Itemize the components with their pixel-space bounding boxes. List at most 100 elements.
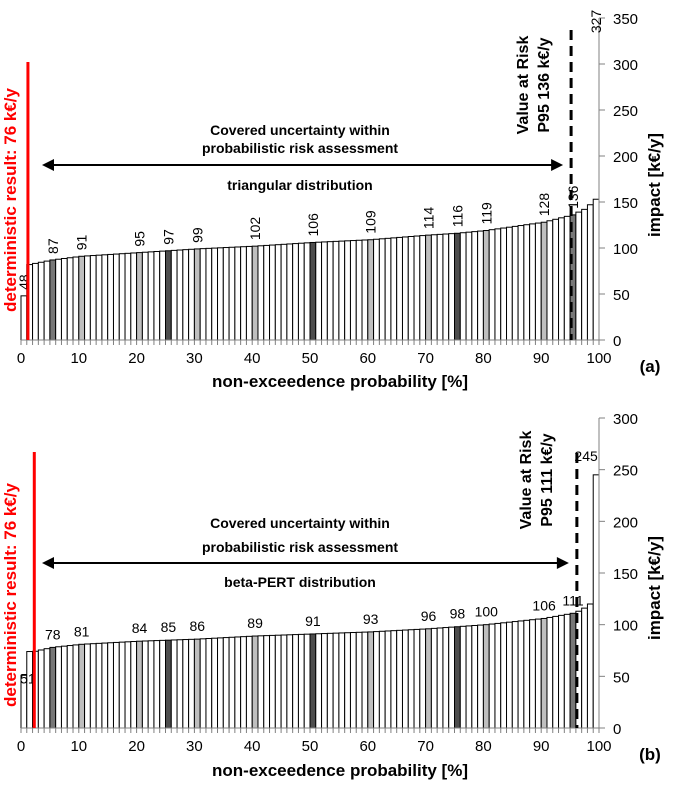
- bar: [419, 235, 427, 341]
- bar: [511, 621, 519, 729]
- bar: [425, 234, 432, 341]
- y-tick-label: 50: [613, 669, 630, 686]
- data-label: 327: [588, 10, 604, 34]
- bar: [367, 239, 375, 341]
- bar: [176, 639, 184, 729]
- bar: [240, 636, 247, 729]
- bar: [136, 252, 143, 341]
- bar: [222, 637, 230, 729]
- bar: [211, 637, 219, 729]
- arrowhead-left-icon: [42, 159, 54, 171]
- arrowhead-right-icon: [556, 557, 569, 569]
- bar: [26, 651, 34, 729]
- bar: [49, 259, 57, 341]
- data-label: 99: [189, 227, 205, 243]
- x-tick-label: 0: [17, 738, 25, 755]
- bar: [269, 634, 276, 729]
- bar: [454, 626, 461, 729]
- x-tick-label: 80: [475, 350, 492, 367]
- bar: [517, 225, 525, 341]
- bar: [575, 211, 583, 341]
- bar: [482, 230, 490, 341]
- arrowhead-right-icon: [551, 159, 564, 171]
- bar: [500, 622, 508, 729]
- data-label: 84: [132, 620, 148, 636]
- bar: [193, 248, 201, 341]
- bar: [430, 234, 438, 341]
- bar: [141, 640, 149, 729]
- bar: [384, 237, 392, 341]
- var-label-line2: P95 136 k€/y: [536, 37, 553, 132]
- bar: [199, 638, 207, 729]
- bar: [563, 215, 571, 341]
- bar: [506, 621, 513, 729]
- var-label-line1: Value at Risk: [518, 431, 535, 530]
- bar: [581, 607, 588, 729]
- bar: [523, 224, 531, 341]
- bar: [592, 474, 600, 729]
- bar: [199, 248, 207, 341]
- bar: [165, 639, 172, 729]
- distribution-label: beta-PERT distribution: [224, 574, 376, 590]
- data-label: 97: [160, 229, 176, 245]
- bar: [245, 635, 253, 729]
- bar: [49, 646, 57, 729]
- bar: [401, 629, 409, 729]
- bar: [165, 250, 172, 341]
- data-label: 128: [536, 193, 552, 217]
- bar: [72, 256, 80, 341]
- bar: [37, 261, 45, 341]
- bar: [407, 236, 415, 341]
- x-tick-label: 90: [533, 738, 550, 755]
- y-axis-title: impact [k€/y]: [645, 133, 664, 237]
- x-tick-label: 70: [417, 350, 434, 367]
- bar: [315, 241, 323, 341]
- y-tick-label: 350: [613, 11, 638, 28]
- bar: [471, 624, 479, 729]
- bar: [130, 641, 138, 729]
- bar: [43, 648, 51, 729]
- bar: [251, 635, 259, 729]
- bar: [558, 217, 565, 341]
- deterministic-label: deterministic result: 76 k€/y: [1, 87, 20, 311]
- x-tick-label: 90: [533, 350, 550, 367]
- x-tick-label: 10: [70, 350, 87, 367]
- y-tick-label: 200: [613, 514, 638, 531]
- deterministic-label: deterministic result: 76 k€/y: [1, 482, 20, 706]
- bar: [66, 645, 74, 729]
- bar: [355, 239, 363, 341]
- x-axis-title: non-exceedence probability [%]: [212, 761, 468, 780]
- bar: [390, 237, 398, 341]
- data-label: 51: [20, 670, 36, 686]
- bar: [442, 627, 450, 729]
- bar: [390, 630, 398, 729]
- x-tick-label: 40: [244, 738, 261, 755]
- bar: [332, 632, 340, 729]
- bar: [124, 641, 132, 729]
- bar: [482, 624, 490, 729]
- panel-label: (a): [640, 357, 661, 376]
- data-label: 78: [45, 626, 61, 642]
- data-label: 119: [478, 202, 494, 225]
- bar: [425, 628, 432, 729]
- data-label: 81: [74, 623, 90, 639]
- var-label-line1: Value at Risk: [515, 36, 532, 135]
- bar: [465, 231, 473, 341]
- bar: [66, 257, 74, 341]
- bar: [89, 643, 97, 729]
- bar: [384, 630, 392, 729]
- bar: [500, 227, 508, 341]
- bar: [459, 625, 467, 729]
- data-label: 95: [131, 231, 147, 247]
- x-tick-label: 30: [186, 738, 203, 755]
- range-annotation-line1: Covered uncertainty within: [210, 515, 390, 531]
- x-tick-label: 100: [586, 738, 611, 755]
- data-label: 98: [450, 606, 466, 622]
- data-label: 93: [363, 611, 379, 627]
- bar: [159, 250, 167, 341]
- x-tick-label: 10: [70, 738, 87, 755]
- x-tick-label: 40: [244, 350, 261, 367]
- bar: [396, 629, 403, 729]
- bar: [240, 246, 247, 341]
- bar: [454, 232, 461, 341]
